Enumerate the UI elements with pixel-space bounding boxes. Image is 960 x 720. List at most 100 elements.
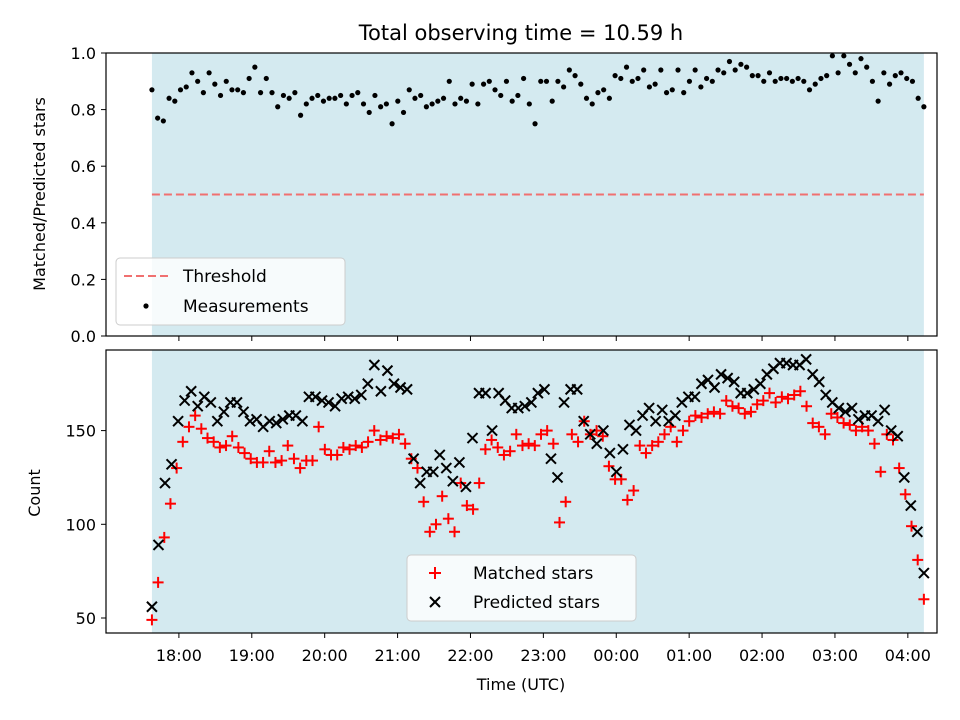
measurement-point [578, 81, 584, 87]
x-tick-label: 23:00 [520, 646, 566, 665]
predicted-star-point [460, 481, 472, 493]
matched-star-point [875, 466, 887, 478]
predicted-star-point [911, 526, 924, 538]
matched-star-point [912, 554, 924, 566]
matched-star-point [770, 396, 782, 408]
matched-star-point [918, 593, 930, 605]
top-plot-frame [105, 52, 938, 337]
x-tick-label: 04:00 [885, 646, 931, 665]
matched-star-point [183, 421, 195, 433]
predicted-star-point [878, 404, 891, 416]
measurement-point [360, 101, 367, 107]
measurement-point [320, 98, 327, 104]
measurement-point [841, 53, 847, 59]
measurement-point [303, 101, 309, 107]
matched-star-point [560, 496, 572, 508]
measurement-point [761, 78, 767, 84]
predicted-star-point [846, 402, 858, 414]
x-axis-label: Time (UTC) [476, 675, 565, 694]
predicted-star-point [237, 406, 250, 418]
measurement-point [858, 56, 864, 62]
matched-star-point [393, 428, 405, 440]
matched-star-point [899, 488, 911, 500]
legend-measurements-swatch [143, 303, 149, 309]
measurement-point [532, 121, 538, 127]
matched-star-point [356, 441, 368, 453]
x-tick-label: 00:00 [593, 646, 639, 665]
matched-star-point [492, 441, 504, 453]
matched-star-point [424, 526, 436, 538]
measurement-point [915, 95, 921, 101]
measurement-point [149, 87, 155, 93]
predicted-star-point [800, 353, 812, 366]
measurement-point [406, 87, 412, 93]
measurement-point [641, 67, 647, 73]
predicted-star-point [414, 477, 426, 489]
matched-star-point [418, 496, 430, 508]
predicted-star-point [218, 406, 230, 418]
matched-star-point [671, 436, 683, 448]
predicted-star-point [872, 415, 884, 427]
measurement-point [275, 104, 281, 110]
predicted-star-point [342, 391, 354, 403]
predicted-star-point [407, 452, 420, 465]
measurement-point [812, 81, 818, 87]
predicted-star-point [532, 387, 544, 399]
predicted-star-point [231, 396, 243, 409]
measurement-point [412, 95, 418, 101]
matched-star-point [745, 406, 757, 418]
predicted-star-point [440, 462, 453, 474]
predicted-star-point [558, 396, 570, 409]
measurement-point [498, 92, 504, 99]
predicted-star-point [165, 458, 178, 471]
matched-star-point [214, 441, 226, 453]
legend-predicted-swatch [429, 596, 441, 608]
matched-star-point [164, 498, 176, 510]
measurement-point [852, 70, 858, 76]
matched-star-point [566, 428, 578, 440]
measurement-point [909, 78, 916, 84]
measurement-point [726, 58, 733, 65]
matched-star-point [868, 438, 880, 450]
predicted-star-point [453, 456, 466, 469]
measurement-point [160, 118, 166, 124]
matched-star-point [257, 456, 269, 468]
measurement-point [658, 67, 664, 73]
measurement-point [681, 90, 687, 96]
matched-star-point [374, 434, 386, 446]
predicted-star-point [486, 424, 498, 437]
measurement-point [795, 75, 801, 82]
measurement-point [372, 92, 378, 99]
measurement-point [503, 78, 510, 84]
predicted-star-point [349, 393, 361, 405]
measurement-point [446, 78, 452, 84]
measurement-point [349, 92, 355, 99]
top-legend-box [115, 257, 346, 326]
matched-star-point [603, 460, 615, 472]
predicted-star-point [152, 539, 165, 551]
predicted-star-point [146, 601, 158, 613]
measurement-point [669, 87, 675, 93]
predicted-star-point [205, 396, 217, 409]
predicted-star-point [571, 383, 583, 396]
measurement-point [309, 95, 315, 101]
measurement-points [149, 53, 927, 127]
predicted-star-point [263, 415, 276, 427]
predicted-star-point [715, 368, 727, 381]
matched-star-point [368, 425, 380, 437]
measurement-point [921, 104, 927, 110]
predicted-star-point [355, 389, 367, 401]
measurement-point [709, 78, 715, 84]
measurement-point [526, 101, 532, 107]
predicted-star-point [434, 449, 446, 461]
bottom-y-axis-label: Count [25, 469, 44, 517]
predicted-star-point [178, 394, 191, 407]
matched-star-point [146, 614, 158, 626]
measurement-point [824, 73, 830, 79]
predicted-star-point [689, 391, 701, 403]
measurement-point [835, 70, 841, 76]
bottom-y-tick-label: 100 [65, 515, 96, 534]
predicted-star-point [538, 383, 551, 396]
measurement-point [172, 98, 178, 104]
measurement-point [744, 64, 750, 70]
